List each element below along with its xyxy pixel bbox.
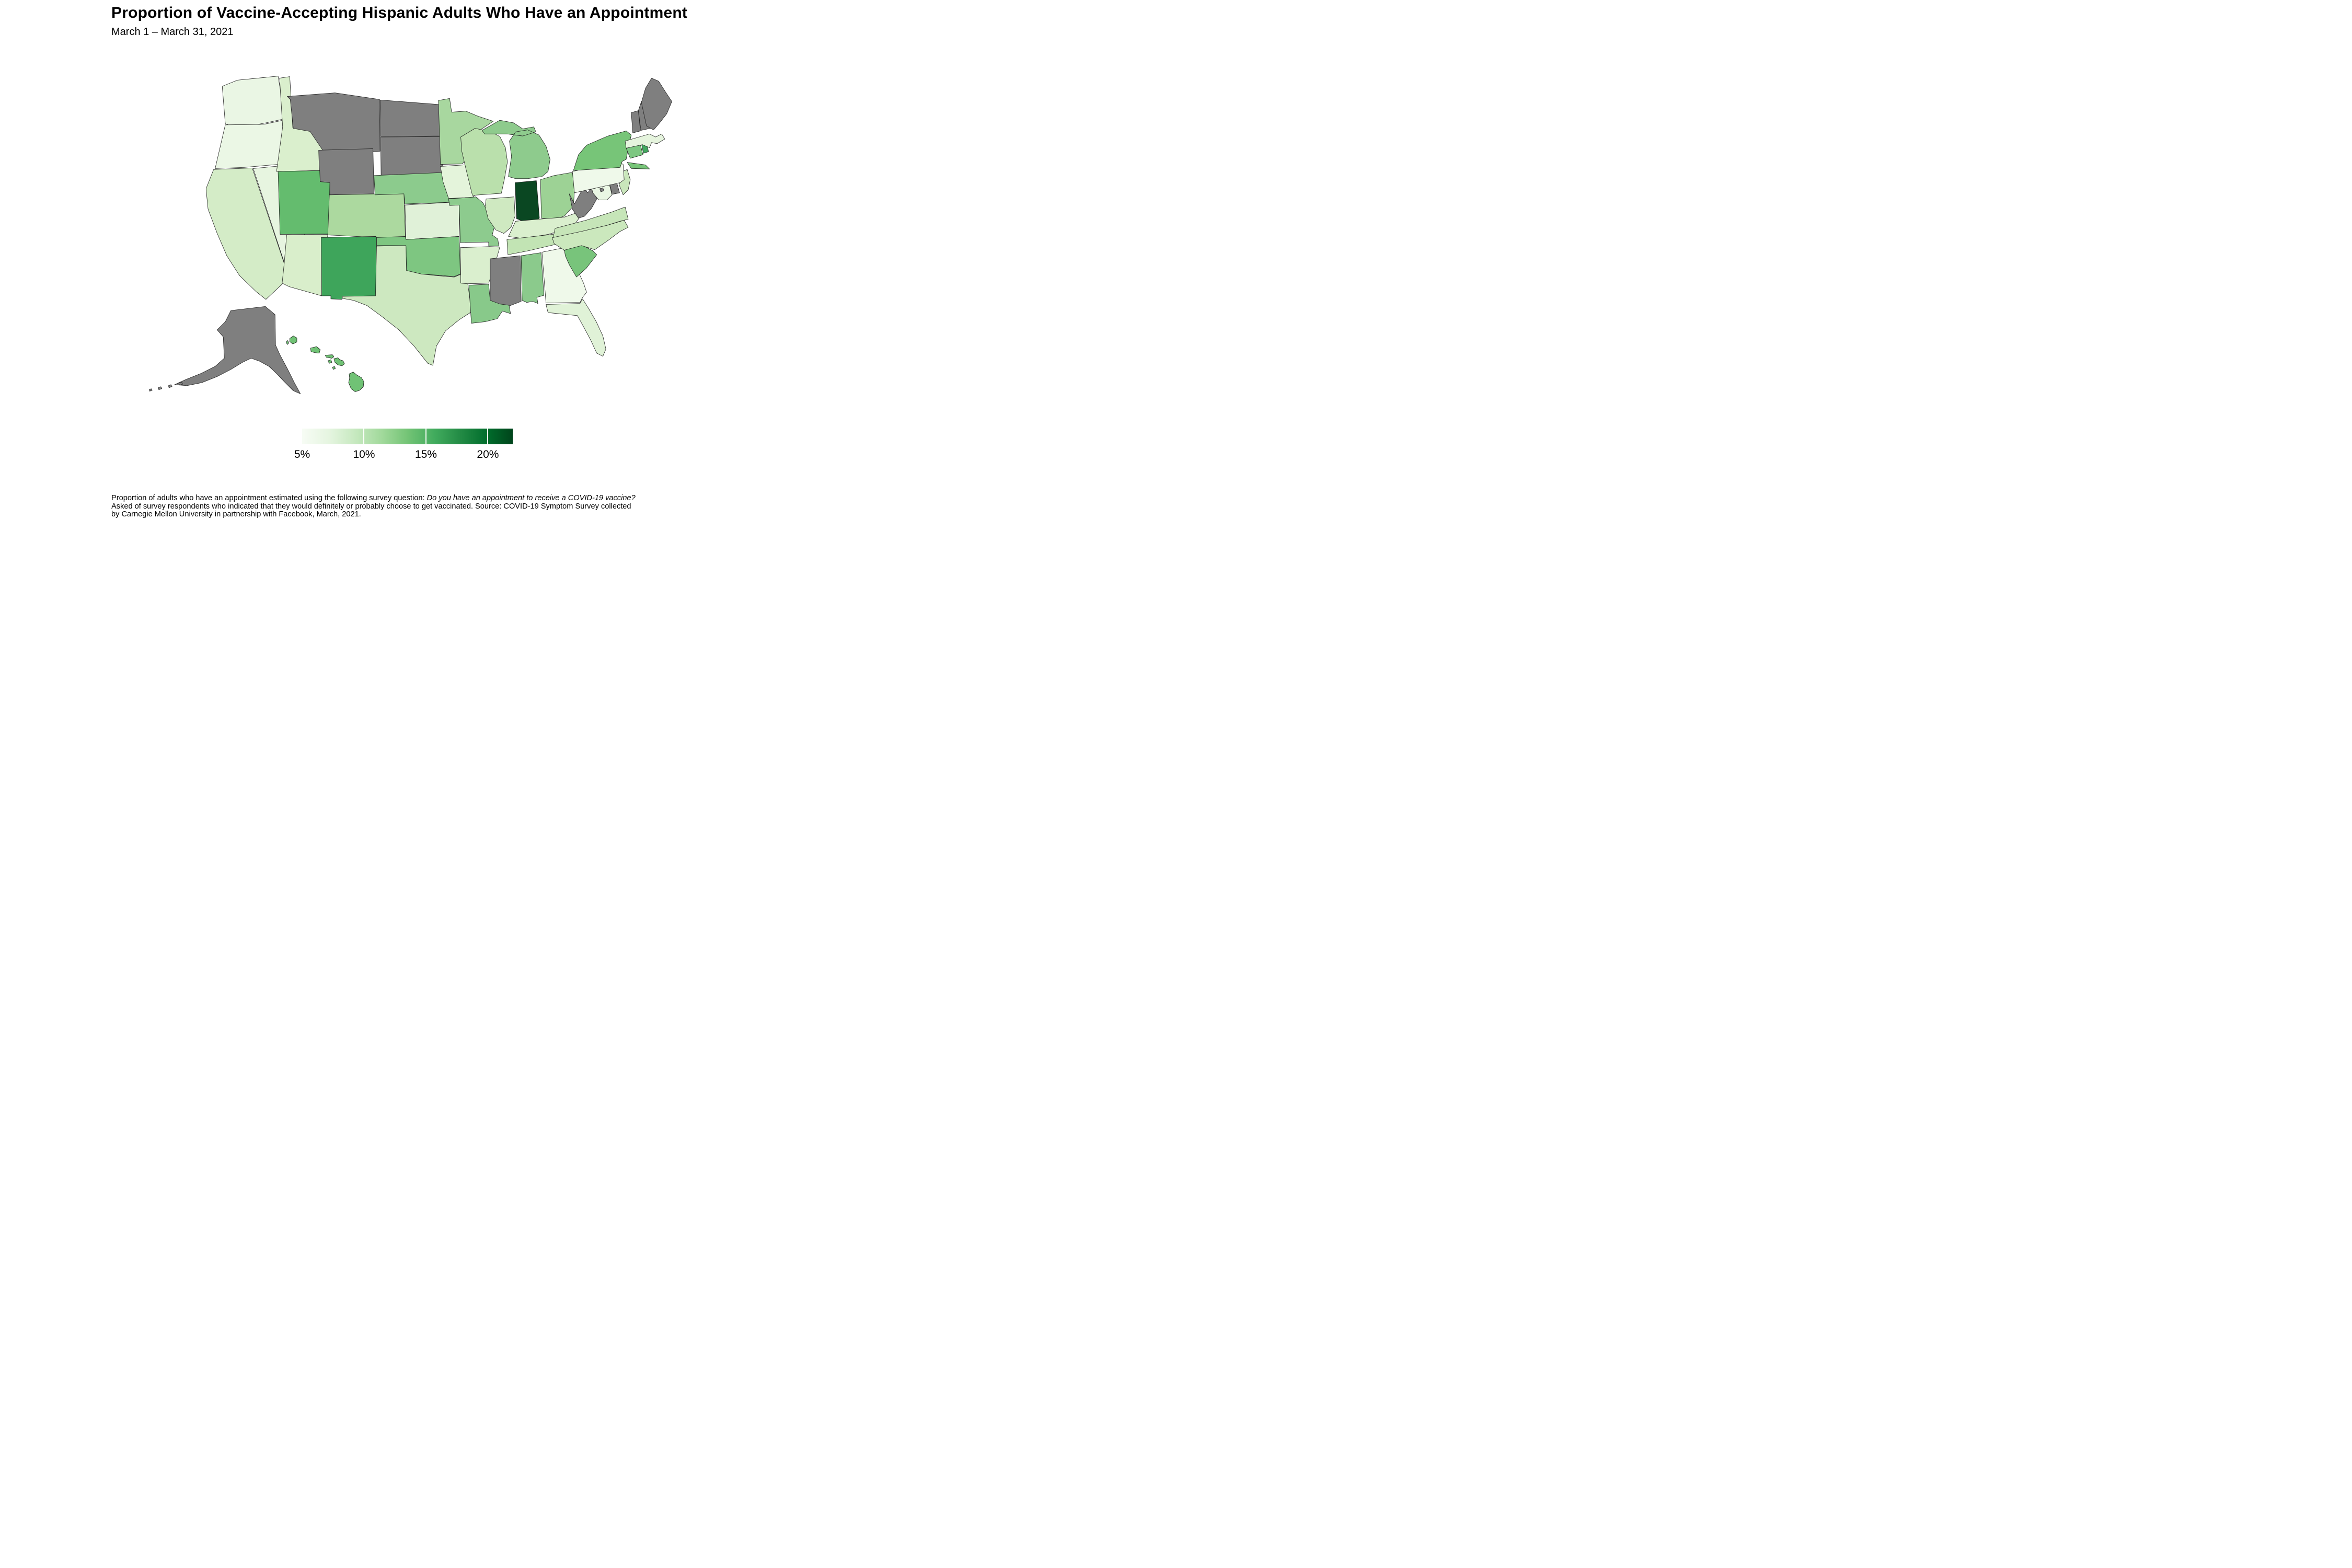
legend-tick: [425, 429, 426, 444]
footnote-line-2: Asked of survey respondents who indicate…: [111, 502, 631, 511]
state-vermont: [631, 110, 641, 133]
state-new-mexico: [321, 236, 376, 300]
state-new-york: [573, 131, 650, 171]
chart-subtitle: March 1 – March 31, 2021: [111, 26, 234, 38]
color-legend: [302, 429, 513, 444]
state-texas: [341, 245, 472, 366]
state-washington: [222, 76, 286, 129]
us-choropleth-map: [0, 0, 784, 523]
state-virginia: [552, 206, 629, 238]
state-mississippi: [490, 255, 522, 306]
legend-label-15: 15%: [414, 448, 437, 460]
chart-title: Proportion of Vaccine-Accepting Hispanic…: [111, 4, 688, 21]
state-maine: [641, 78, 672, 130]
legend-labels: 5% 10% 15% 20%: [294, 448, 513, 462]
state-district-of-columbia: [599, 187, 604, 192]
state-south-dakota: [380, 136, 444, 176]
state-louisiana: [468, 284, 511, 324]
legend-label-20: 20%: [477, 448, 499, 460]
state-california: [205, 167, 285, 300]
map-svg: [149, 76, 672, 394]
state-kansas: [405, 202, 460, 240]
state-utah: [278, 170, 330, 235]
state-north-dakota: [379, 99, 441, 137]
state-massachusetts: [625, 133, 665, 148]
state-alabama: [521, 252, 545, 304]
legend-label-5: 5%: [294, 448, 310, 460]
page: Proportion of Vaccine-Accepting Hispanic…: [0, 0, 784, 523]
state-missouri: [448, 197, 499, 247]
state-indiana: [515, 180, 540, 224]
states-group: [149, 76, 672, 394]
state-illinois: [485, 197, 515, 234]
legend-tick: [363, 429, 365, 444]
state-minnesota: [438, 98, 494, 165]
state-florida: [546, 298, 606, 356]
footnote-line-1: Proportion of adults who have an appoint…: [111, 494, 731, 503]
footnote: Proportion of adults who have an appoint…: [111, 494, 731, 519]
legend-gradient-bar: [302, 429, 513, 444]
footnote-line-3: by Carnegie Mellon University in partner…: [111, 510, 361, 519]
state-alaska: [149, 306, 301, 394]
legend-tick: [487, 429, 489, 444]
legend-label-10: 10%: [353, 448, 375, 460]
footnote-survey-question: Do you have an appointment to receive a …: [426, 494, 636, 502]
state-hawaii: [286, 336, 364, 392]
footnote-line-1-text: Proportion of adults who have an appoint…: [111, 494, 427, 502]
state-arizona: [282, 234, 328, 296]
state-michigan: [481, 120, 550, 179]
state-colorado: [327, 193, 406, 239]
